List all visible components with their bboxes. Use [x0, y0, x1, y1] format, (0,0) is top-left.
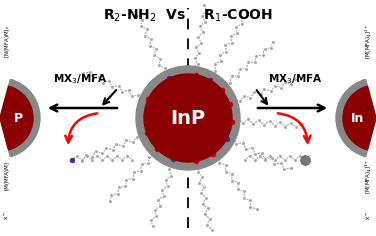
- Text: [M(MFA)$_4$]$^{2+}$: [M(MFA)$_4$]$^{2+}$: [364, 23, 374, 59]
- Text: MX$_3$/MFA: MX$_3$/MFA: [53, 72, 107, 86]
- Text: [M(MFA)$_4$]$^{3+}$: [M(MFA)$_4$]$^{3+}$: [364, 158, 374, 194]
- Text: P: P: [14, 111, 23, 125]
- Circle shape: [144, 74, 232, 162]
- Wedge shape: [343, 86, 376, 150]
- Text: MX$_3$/MFA: MX$_3$/MFA: [268, 72, 322, 86]
- Wedge shape: [336, 79, 376, 157]
- Text: InP: InP: [170, 109, 206, 127]
- Circle shape: [136, 66, 240, 170]
- Text: x$^-$: x$^-$: [3, 211, 11, 220]
- Text: [N(MFA)M]$_n$: [N(MFA)M]$_n$: [3, 24, 12, 58]
- Wedge shape: [0, 79, 40, 157]
- Text: [M(MFA)M]: [M(MFA)M]: [5, 162, 9, 190]
- Text: R$_2$-NH$_2$  Vs    R$_1$-COOH: R$_2$-NH$_2$ Vs R$_1$-COOH: [103, 8, 273, 24]
- Wedge shape: [0, 86, 33, 150]
- Text: x$^-$: x$^-$: [3, 101, 11, 110]
- Text: x$^-$: x$^-$: [365, 211, 373, 220]
- Text: x$^+$: x$^+$: [365, 101, 373, 110]
- Text: In: In: [351, 111, 365, 125]
